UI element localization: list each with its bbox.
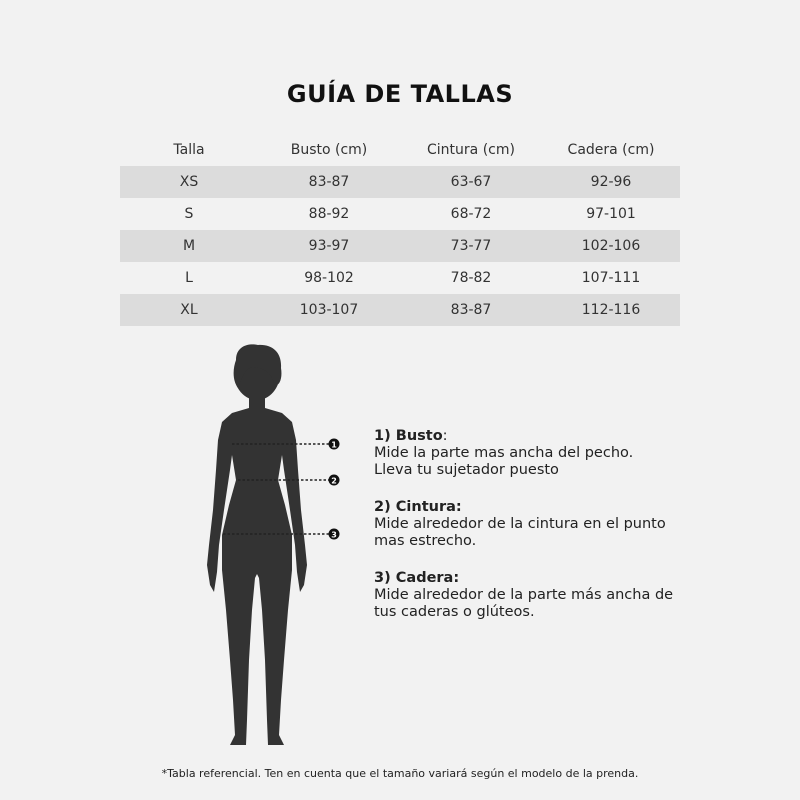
header-cell: Talla bbox=[173, 142, 205, 158]
cell: 83-87 bbox=[308, 174, 350, 190]
instruction-line: tus caderas o glúteos. bbox=[374, 604, 535, 620]
footnote: *Tabla referencial. Ten en cuenta que el… bbox=[161, 767, 639, 780]
table-row: XL 103-107 83-87 112-116 bbox=[120, 294, 680, 326]
cell: XS bbox=[179, 174, 199, 190]
instruction-heading: 1) Busto bbox=[374, 428, 443, 444]
silhouette-icon bbox=[207, 344, 307, 745]
instruction-line: Mide la parte mas ancha del pecho. bbox=[374, 445, 634, 461]
cell: 83-87 bbox=[450, 302, 492, 318]
cell: 88-92 bbox=[308, 206, 350, 222]
cell: 112-116 bbox=[581, 302, 641, 318]
measurement-instructions: 1) Busto: Mide la parte mas ancha del pe… bbox=[374, 428, 694, 641]
marker-2: 2 bbox=[328, 474, 340, 486]
heading-suffix: : bbox=[442, 428, 448, 444]
cell: 97-101 bbox=[586, 206, 636, 222]
cell: 107-111 bbox=[581, 270, 641, 286]
instruction-heading: 2) Cintura: bbox=[374, 499, 462, 515]
instruction-line: Mide alrededor de la cintura en el punto bbox=[374, 516, 666, 532]
instruction-bust: 1) Busto: Mide la parte mas ancha del pe… bbox=[374, 428, 694, 479]
cell: 102-106 bbox=[581, 238, 641, 254]
instruction-line: mas estrecho. bbox=[374, 533, 477, 549]
page-title: GUÍA DE TALLAS bbox=[286, 80, 514, 108]
cell: 68-72 bbox=[450, 206, 492, 222]
marker-3: 3 bbox=[328, 528, 340, 540]
cell: 78-82 bbox=[450, 270, 492, 286]
cell: L bbox=[185, 270, 193, 286]
svg-text:2: 2 bbox=[331, 477, 337, 486]
cell: 92-96 bbox=[590, 174, 632, 190]
header-cell: Cintura (cm) bbox=[427, 142, 515, 158]
instruction-line: Lleva tu sujetador puesto bbox=[374, 462, 559, 478]
size-table: Talla Busto (cm) Cintura (cm) Cadera (cm… bbox=[120, 134, 680, 326]
svg-text:1: 1 bbox=[331, 441, 337, 450]
cell: 98-102 bbox=[304, 270, 354, 286]
table-row: L 98-102 78-82 107-111 bbox=[120, 262, 680, 294]
measurement-lines bbox=[223, 443, 329, 535]
cell: 103-107 bbox=[299, 302, 359, 318]
instruction-line: Mide alrededor de la parte más ancha de bbox=[374, 587, 674, 603]
marker-1: 1 bbox=[328, 438, 340, 450]
instruction-hip: 3) Cadera: Mide alrededor de la parte má… bbox=[374, 570, 694, 621]
svg-text:3: 3 bbox=[331, 531, 337, 540]
table-row: XS 83-87 63-67 92-96 bbox=[120, 166, 680, 198]
instruction-heading: 3) Cadera: bbox=[374, 570, 460, 586]
header-cell: Cadera (cm) bbox=[567, 142, 655, 158]
cell: 73-77 bbox=[450, 238, 492, 254]
header-cell: Busto (cm) bbox=[290, 142, 368, 158]
cell: 93-97 bbox=[308, 238, 350, 254]
table-header: Talla Busto (cm) Cintura (cm) Cadera (cm… bbox=[120, 134, 680, 166]
table-row: S 88-92 68-72 97-101 bbox=[120, 198, 680, 230]
cell: M bbox=[182, 238, 196, 254]
table-row: M 93-97 73-77 102-106 bbox=[120, 230, 680, 262]
instruction-waist: 2) Cintura: Mide alrededor de la cintura… bbox=[374, 499, 694, 550]
cell: S bbox=[184, 206, 194, 222]
cell: XL bbox=[180, 302, 198, 318]
cell: 63-67 bbox=[450, 174, 492, 190]
